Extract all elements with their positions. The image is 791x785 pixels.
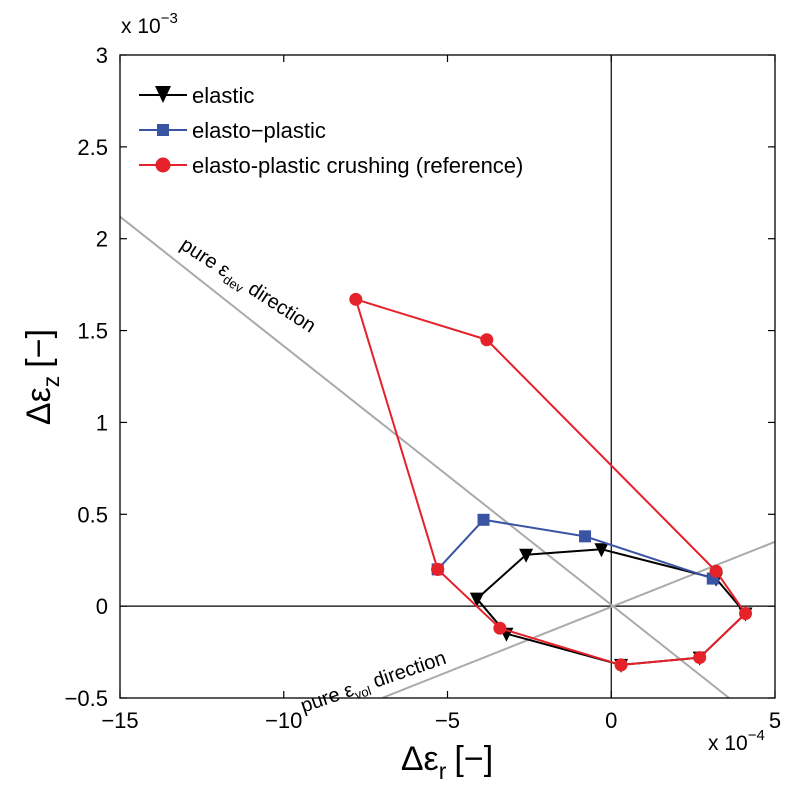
series-line-elasto-plastic-crushing-reference xyxy=(354,298,747,666)
x-tick-label: −10 xyxy=(265,708,302,733)
x-tick-label: −5 xyxy=(435,708,460,733)
y-tick-label: 1.5 xyxy=(77,319,108,344)
y-axis-title: Δεz [−] xyxy=(20,329,64,425)
y-tick-label: −0.5 xyxy=(65,686,108,711)
y-tick-label: 3 xyxy=(96,43,108,68)
y-multiplier-base: x 10 xyxy=(121,15,161,38)
data-point-elasto-plastic-crushing-reference xyxy=(693,651,707,665)
data-point-elasto-plastic xyxy=(477,513,490,526)
reference-lines xyxy=(120,55,775,698)
data-point-elasto-plastic-crushing-reference xyxy=(493,621,507,635)
y-tick-label: 2 xyxy=(96,227,108,252)
legend-item-elasto-plastic: elasto−plastic xyxy=(139,118,326,143)
axis-ticks: −15 −10 −5 0 5 −0.5 0 0.5 1 1.5 2 2.5 3 xyxy=(65,43,782,733)
legend: elastic elasto−plastic elasto-plastic cr… xyxy=(139,83,523,178)
y-axis-subscript: z xyxy=(38,376,64,388)
y-tick-label: 2.5 xyxy=(77,135,108,160)
data-point-elasto-plastic xyxy=(579,530,592,543)
x-multiplier-label: x 10−4 xyxy=(708,727,765,755)
x-axis-subscript: r xyxy=(439,758,447,784)
data-point-elasto-plastic-crushing-reference xyxy=(480,333,494,347)
legend-label-elasto-plastic: elasto−plastic xyxy=(192,118,326,143)
x-axis-unit: [−] xyxy=(454,740,493,778)
data-point-elasto-plastic-crushing-reference xyxy=(431,562,445,576)
data-point-elasto-plastic-crushing-reference xyxy=(614,658,628,672)
y-tick-label: 1 xyxy=(96,410,108,435)
legend-marker-elastic xyxy=(155,86,171,103)
legend-label-elastic: elastic xyxy=(192,83,254,108)
x-tick-label: −15 xyxy=(101,708,138,733)
data-point-elastic xyxy=(469,592,484,607)
reference-line-2 xyxy=(120,215,730,698)
y-tick-label: 0.5 xyxy=(77,502,108,527)
x-axis-symbol: Δε xyxy=(401,740,439,778)
y-tick-label: 0 xyxy=(96,594,108,619)
series-line-elasto-plastic xyxy=(436,518,714,580)
reference-line-3 xyxy=(381,540,775,698)
series-layer xyxy=(349,292,753,673)
data-point-elasto-plastic-crushing-reference xyxy=(349,292,363,306)
y-multiplier-exponent: −3 xyxy=(161,10,178,27)
data-point-elasto-plastic-crushing-reference xyxy=(739,606,753,620)
x-multiplier-base: x 10 xyxy=(708,732,748,755)
x-multiplier-exponent: −4 xyxy=(748,727,765,744)
data-point-elasto-plastic-crushing-reference xyxy=(709,564,723,578)
legend-marker-elasto-plastic xyxy=(157,124,169,136)
x-tick-label: 0 xyxy=(605,708,617,733)
data-point-elastic xyxy=(594,543,609,558)
y-axis-symbol: Δε xyxy=(20,387,58,425)
legend-label-crushing: elasto-plastic crushing (reference) xyxy=(192,153,523,178)
x-axis-title: Δεr [−] xyxy=(401,740,493,784)
legend-item-elastic: elastic xyxy=(139,83,254,108)
legend-marker-crushing xyxy=(155,157,171,173)
data-point-elastic xyxy=(519,548,534,563)
plot-frame xyxy=(119,54,776,699)
y-multiplier-label: x 10−3 xyxy=(121,10,178,38)
y-axis-unit: [−] xyxy=(20,329,58,368)
annotation-vol-direction: pure εvol direction xyxy=(298,647,450,720)
legend-item-crushing: elasto-plastic crushing (reference) xyxy=(139,153,523,178)
annotation-dev-direction: pure εdev direction xyxy=(175,234,320,340)
x-tick-label: 5 xyxy=(769,708,781,733)
